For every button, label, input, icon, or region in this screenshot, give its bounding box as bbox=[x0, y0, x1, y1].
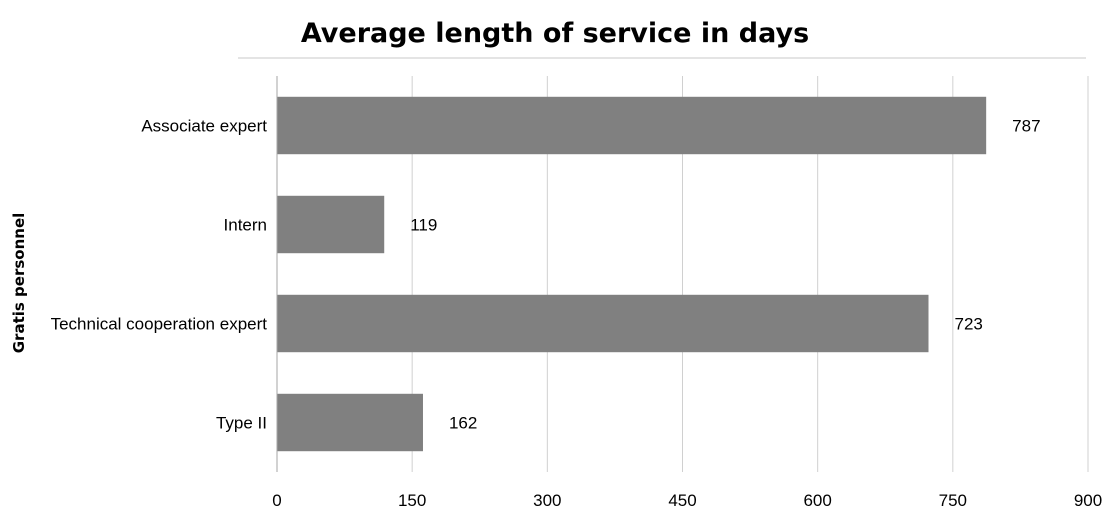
data-label: 119 bbox=[410, 216, 437, 235]
bar bbox=[277, 393, 423, 452]
category-labels: Associate expert Intern Technical cooperat… bbox=[51, 117, 268, 433]
data-labels: 787 119 723 162 bbox=[410, 117, 1040, 433]
category-label: Associate expert bbox=[141, 117, 267, 136]
chart-title: Average length of service in days bbox=[301, 18, 809, 49]
y-axis-title: Gratis personnel bbox=[10, 213, 28, 354]
x-tick-label: 300 bbox=[533, 491, 561, 510]
bar bbox=[277, 96, 987, 155]
data-label: 723 bbox=[955, 315, 983, 334]
category-label: Technical cooperation expert bbox=[51, 315, 268, 334]
bar bbox=[277, 294, 929, 353]
category-label: Type II bbox=[216, 414, 267, 433]
category-label: Intern bbox=[224, 216, 267, 235]
x-tick-label: 450 bbox=[668, 491, 696, 510]
x-tick-label: 900 bbox=[1074, 491, 1102, 510]
data-label: 787 bbox=[1012, 117, 1040, 136]
x-tick-label: 150 bbox=[398, 491, 426, 510]
x-tick-label: 0 bbox=[272, 491, 281, 510]
x-tick-label: 750 bbox=[939, 491, 967, 510]
x-tick-labels: 0 150 300 450 600 750 900 bbox=[272, 491, 1102, 510]
data-label: 162 bbox=[449, 414, 477, 433]
bars bbox=[277, 96, 987, 452]
bar bbox=[277, 195, 385, 254]
x-tick-label: 600 bbox=[803, 491, 831, 510]
